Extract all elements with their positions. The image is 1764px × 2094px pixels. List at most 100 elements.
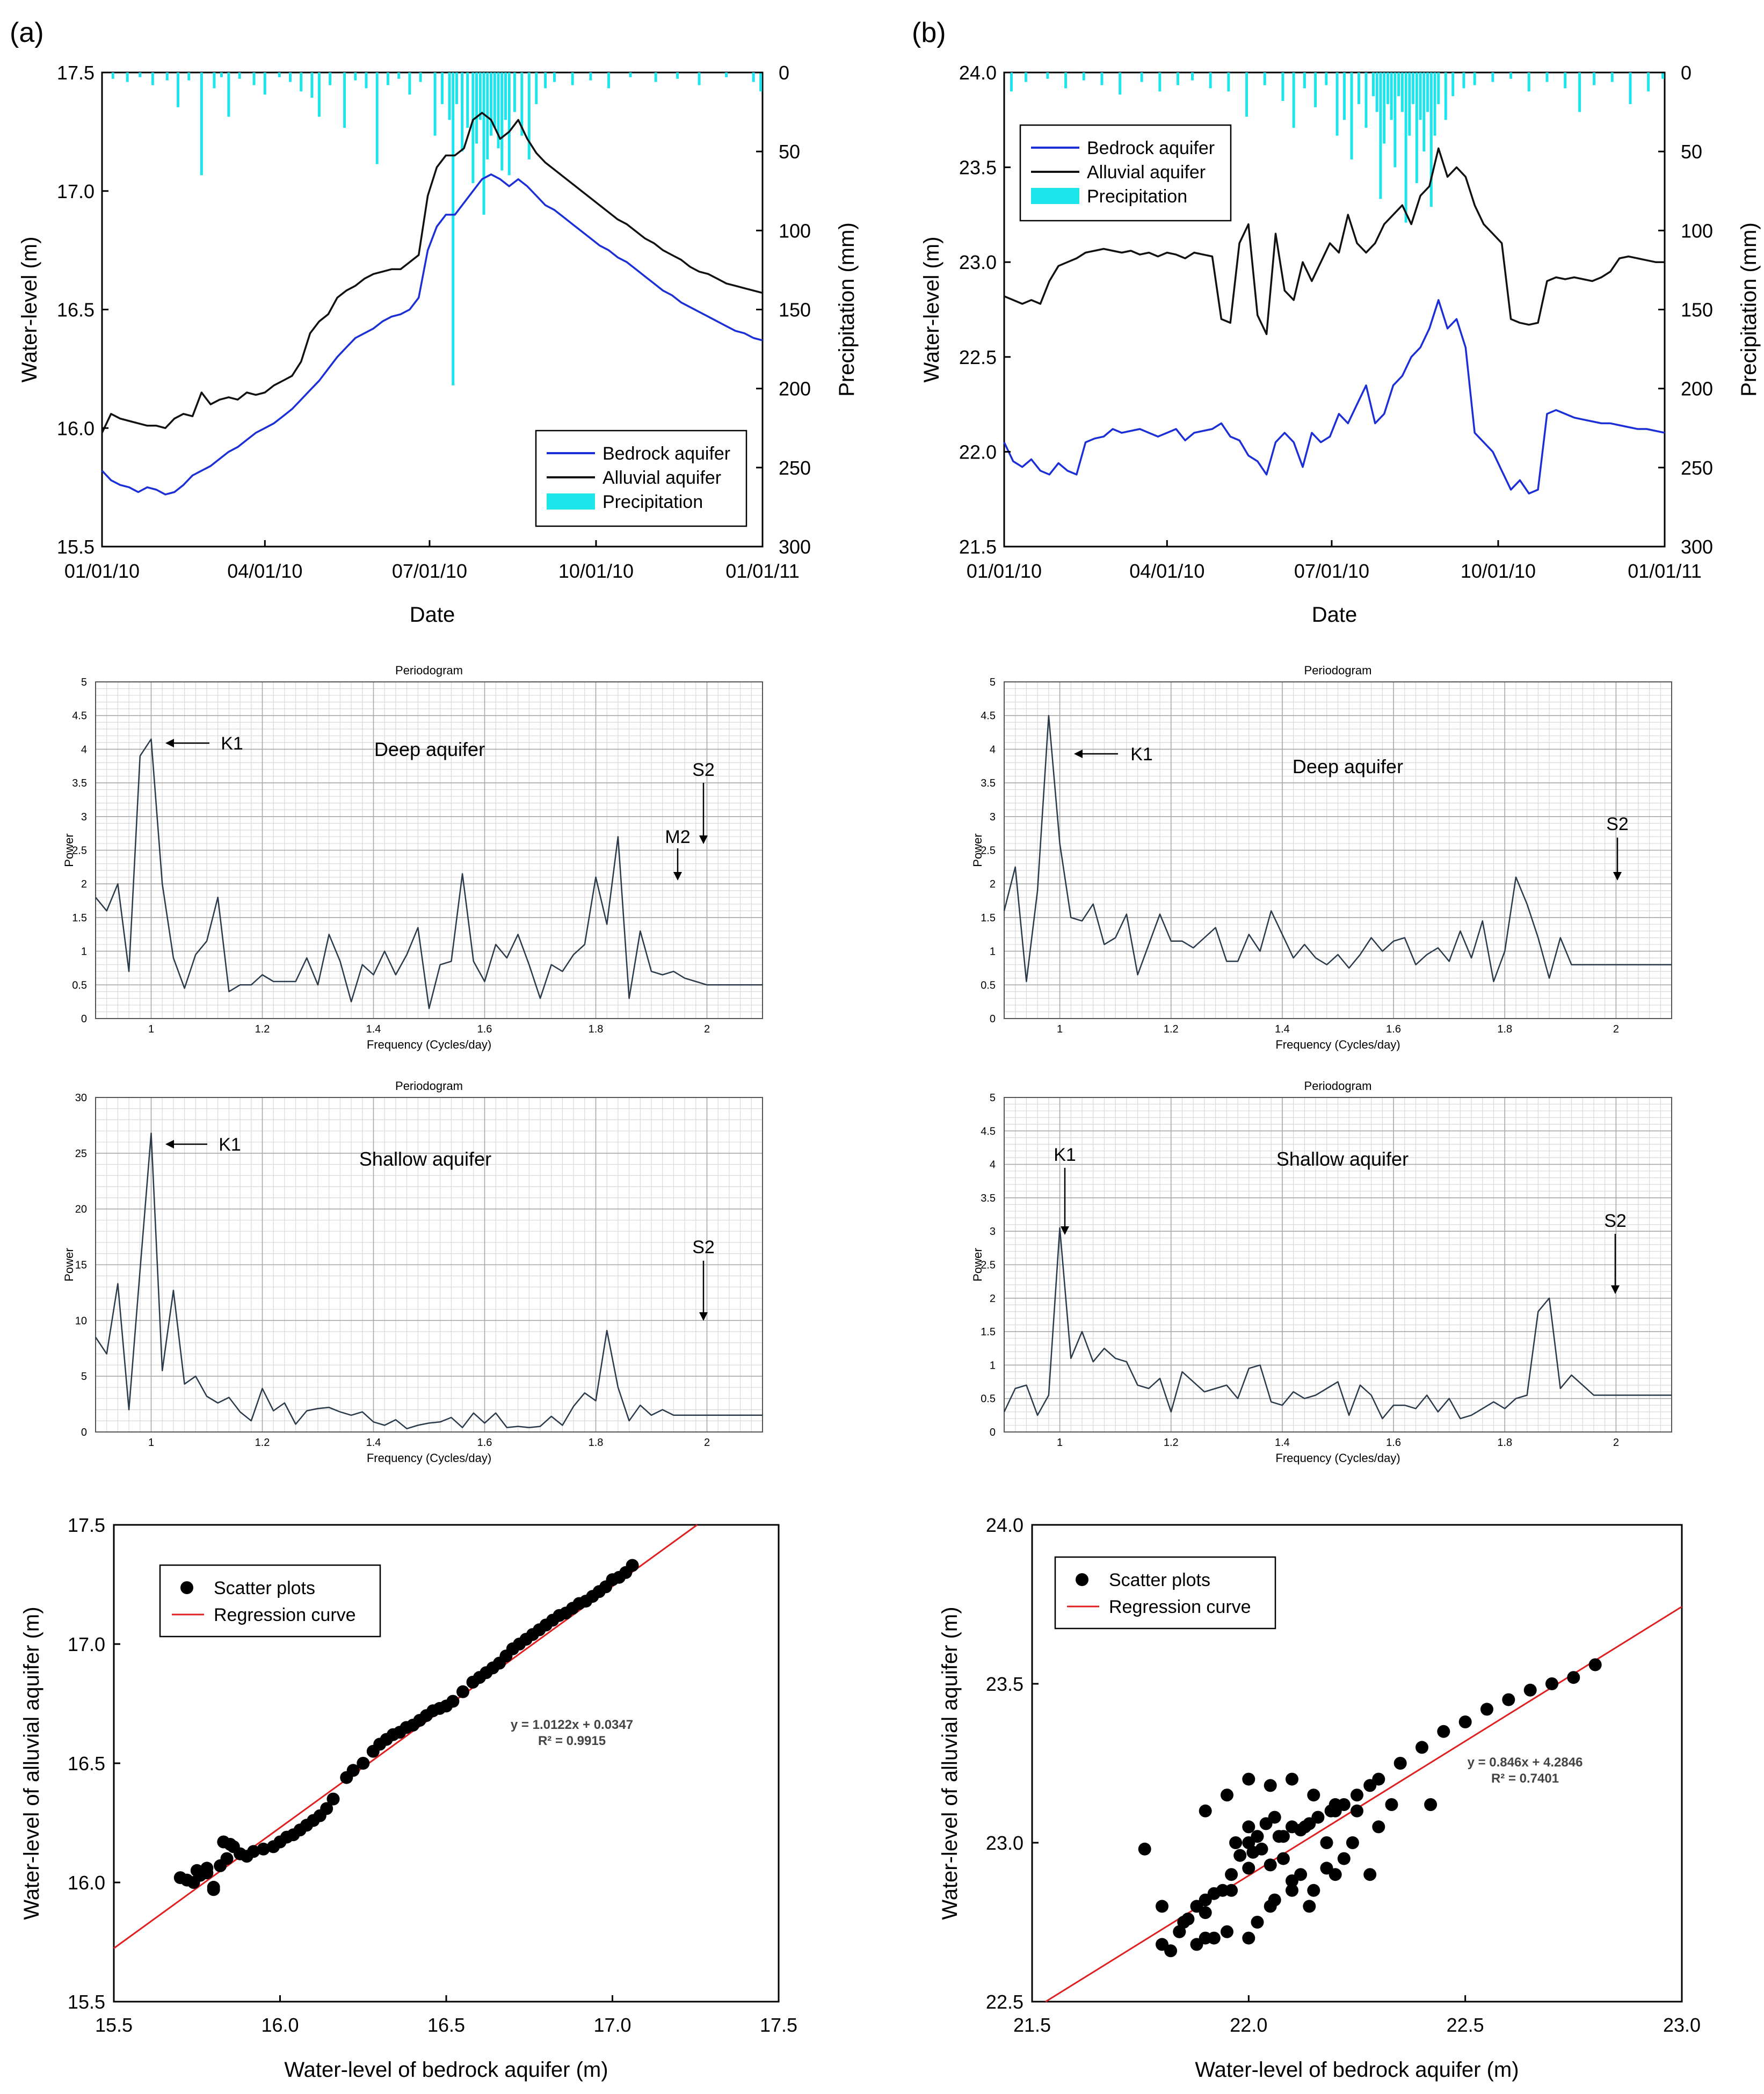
precipitation-bar [354,72,357,81]
precipitation-bar [1610,72,1614,82]
precipitation-bar [589,72,592,81]
scatter-point [200,1862,214,1875]
x-tick-label: 01/01/10 [64,560,140,582]
scatter-chart-a: 15.5 16.0 16.5 17.0 17.5 15.5 16.0 16.5 17.0 17.5… [20,1514,797,2082]
y-tick-label: 4 [990,744,996,755]
precipitation-bar [1383,72,1386,144]
scatter-point [456,1685,469,1698]
periodogram-line [95,738,763,1009]
legend-scatter-label: Scatter plots [214,1578,315,1598]
scatter-point [1286,1884,1298,1897]
y-tick-label: 1 [81,946,87,958]
precipitation-bar [478,72,482,120]
precipitation-bar [571,72,574,85]
y-tick-label: 16.5 [68,1753,105,1775]
scatter-point [1199,1906,1212,1920]
x-tick-label: 2 [1613,1437,1619,1449]
precipitation-bar [1390,72,1393,120]
y-tick-label: 4 [81,744,87,755]
precipitation-bar [317,72,321,117]
peak-label: S2 [692,1237,715,1257]
scatter-point [1320,1862,1333,1875]
regression-line [1045,1606,1682,2003]
peak-label: S2 [692,760,715,780]
legend-bedrock-label: Bedrock aquifer [1087,138,1215,158]
precipitation-bar [375,72,379,164]
precipitation-bar [607,72,611,89]
precipitation-bar [676,72,679,79]
precipitation-bar [1140,72,1143,82]
peak-arrow-head [699,835,708,844]
y-tick-label: 0 [81,1427,87,1438]
scatter-point [1458,1715,1472,1728]
y-tick-label: 16.5 [57,299,95,321]
precipitation-bar [461,72,464,152]
y-axis-label: Power [62,1248,76,1281]
x-axis-label: Date [1312,603,1358,627]
y-tick-label: 17.0 [68,1633,105,1655]
legend-alluvial-label: Alluvial aquifer [602,468,721,488]
x-tick-label: 1.4 [366,1437,381,1449]
y-tick-label: 20 [75,1204,87,1216]
scatter-point [446,1695,460,1708]
aquifer-annotation: Shallow aquifer [1276,1148,1409,1170]
x-axis-label: Frequency (Cycles/day) [1275,1038,1400,1051]
x-tick-label: 1.4 [366,1023,381,1035]
y-axis-label: Water-level (m) [18,237,41,383]
precipitation-bar [493,72,496,128]
y2-tick-label: 250 [1681,457,1713,479]
y-tick-label: 25 [75,1148,87,1160]
x-tick-label: 22.0 [1230,2014,1267,2036]
plot-frame [1004,1097,1672,1433]
plot-frame [95,681,763,1019]
bedrock-series-line [1003,299,1665,495]
scatter-point [1268,1811,1281,1824]
precipitation-bar [1209,72,1212,89]
scatter-point [1294,1868,1308,1881]
x-axis-label: Frequency (Cycles/day) [1275,1451,1400,1465]
x-tick-label: 10/01/10 [1461,560,1536,582]
x-tick-label: 1.8 [589,1437,604,1449]
precipitation-bar [452,72,455,386]
y-tick-label: 2.5 [981,845,996,857]
scatter-point [1276,1852,1290,1865]
precipitation-bar [288,72,292,82]
scatter-point [1190,1938,1203,1951]
timeseries-chart-a: 15.516.016.517.017.5 05010015020025030001… [18,62,859,627]
scatter-point [1393,1757,1407,1770]
scatter-point [1233,1849,1247,1862]
precipitation-bar [1343,72,1346,120]
precipitation-bar [1177,72,1180,85]
scatter-point [1156,1900,1168,1913]
scatter-point [190,1864,204,1877]
y-tick-label: 22.0 [959,441,997,463]
precipitation-bar [1024,72,1027,82]
precipitation-bar [1393,72,1397,168]
x-tick-label: 10/01/10 [558,560,634,582]
y2-tick-label: 100 [1681,220,1713,242]
y-axis-label: Water-level of alluvial aquifer (m) [20,1606,43,1920]
regression-equation: y = 1.0122x + 0.0347 [511,1718,633,1732]
precipitation-bar [1227,72,1230,92]
x-tick-label: 1.8 [1497,1023,1512,1035]
peak-arrow-head [165,739,174,747]
scatter-point [1199,1804,1212,1817]
y-tick-label: 3.5 [72,777,87,789]
scatter-point [1264,1779,1277,1792]
peak-label: K1 [1054,1145,1076,1165]
y-axis-label: Water-level of alluvial aquifer (m) [938,1606,962,1920]
precipitation-bar [1303,72,1306,89]
y-tick-label: 3 [81,811,87,823]
scatter-point [1437,1725,1450,1738]
y-tick-label: 1 [990,1359,996,1371]
precipitation-bar [1426,72,1429,112]
y-tick-label: 2.5 [981,1260,996,1271]
chart-title: Periodogram [395,664,463,677]
precipitation-bar [1545,72,1549,82]
scatter-point [1523,1683,1537,1697]
precipitation-bar [1451,72,1455,97]
scatter-point [1324,1804,1338,1817]
y2-tick-label: 50 [1681,141,1702,163]
precipitation-bar [1429,72,1433,207]
precipitation-bar [329,72,332,85]
